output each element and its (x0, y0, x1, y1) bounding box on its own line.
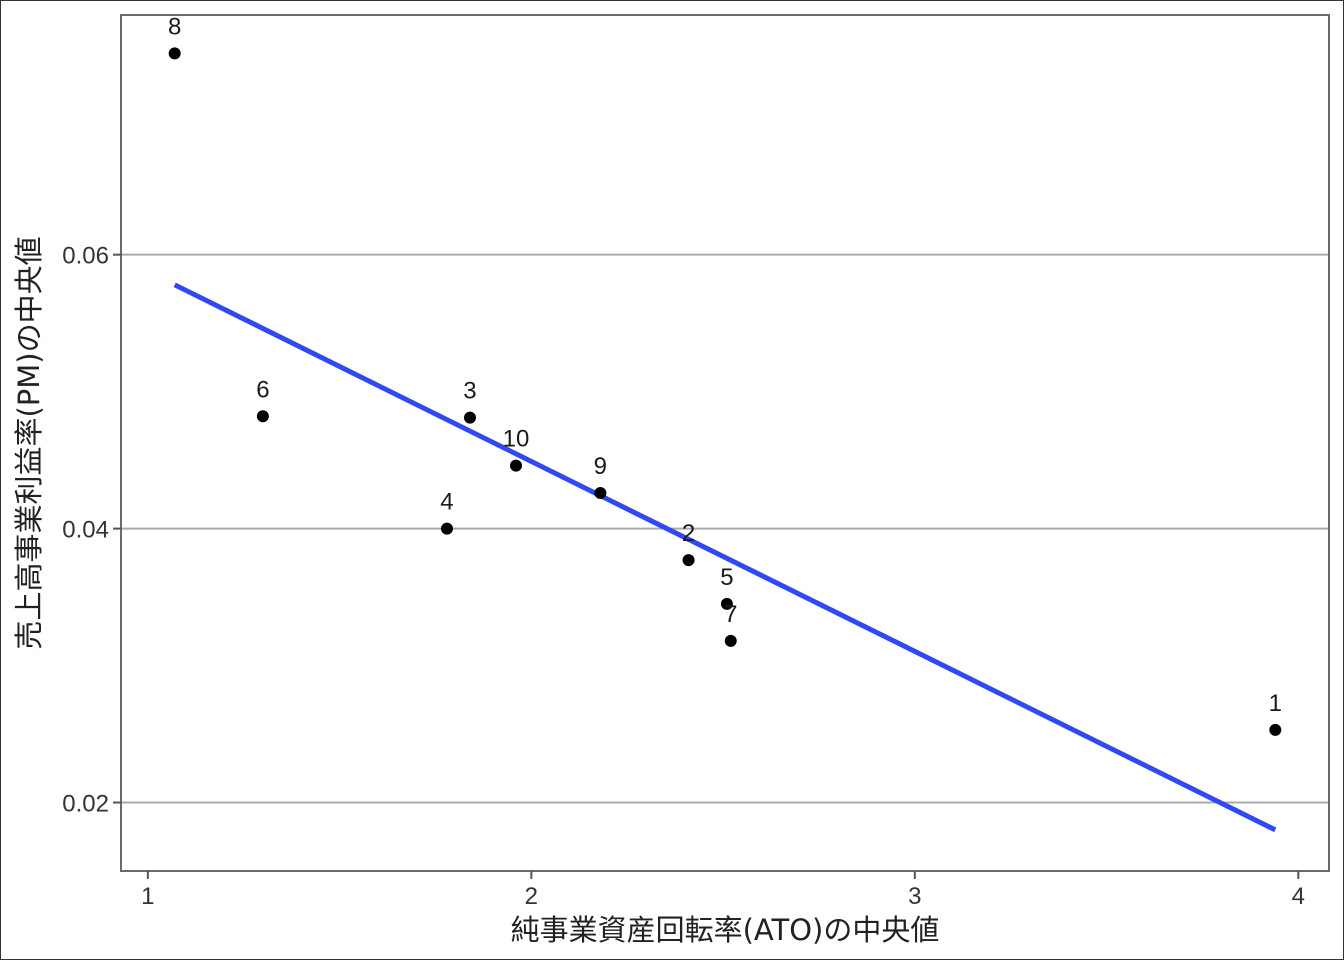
x-tick-label: 2 (525, 883, 538, 910)
y-tick-label: 0.06 (62, 243, 109, 270)
point-label: 8 (168, 13, 181, 40)
data-point (724, 634, 737, 647)
data-point (463, 411, 476, 424)
point-label: 2 (682, 520, 695, 547)
point-label: 3 (463, 378, 476, 405)
data-point (168, 47, 181, 60)
x-tick-label: 4 (1292, 883, 1305, 910)
data-point (509, 459, 522, 472)
point-label: 6 (256, 376, 269, 403)
gridlines (121, 253, 1329, 804)
regression-line (173, 282, 1277, 833)
point-label: 9 (594, 453, 607, 480)
point-label: 1 (1269, 690, 1282, 717)
y-tick-label: 0.02 (62, 791, 109, 818)
point-label: 10 (503, 426, 530, 453)
data-point (256, 410, 269, 423)
regression-line-group (173, 282, 1277, 833)
y-axis-ticks: 0.02 0.04 0.06 (62, 243, 121, 818)
x-tick-label: 3 (908, 883, 921, 910)
data-point (594, 486, 607, 499)
data-points (168, 47, 1282, 736)
data-point (440, 522, 453, 535)
y-axis-title: 売上高事業利益率(PM)の中央値 (12, 236, 46, 649)
point-label: 5 (720, 564, 733, 591)
x-axis-title: 純事業資産回転率(ATO)の中央値 (511, 913, 940, 947)
plot-panel (120, 14, 1330, 872)
data-point (720, 597, 733, 610)
point-label: 7 (724, 601, 737, 628)
x-tick-label: 1 (141, 883, 154, 910)
data-point (682, 554, 695, 567)
y-tick-label: 0.04 (62, 517, 109, 544)
data-point (1269, 723, 1282, 736)
x-axis-ticks: 1 2 3 4 (141, 871, 1305, 910)
point-label: 4 (440, 489, 453, 516)
point-labels: 1 2 3 4 5 6 7 8 9 10 (168, 13, 1282, 717)
